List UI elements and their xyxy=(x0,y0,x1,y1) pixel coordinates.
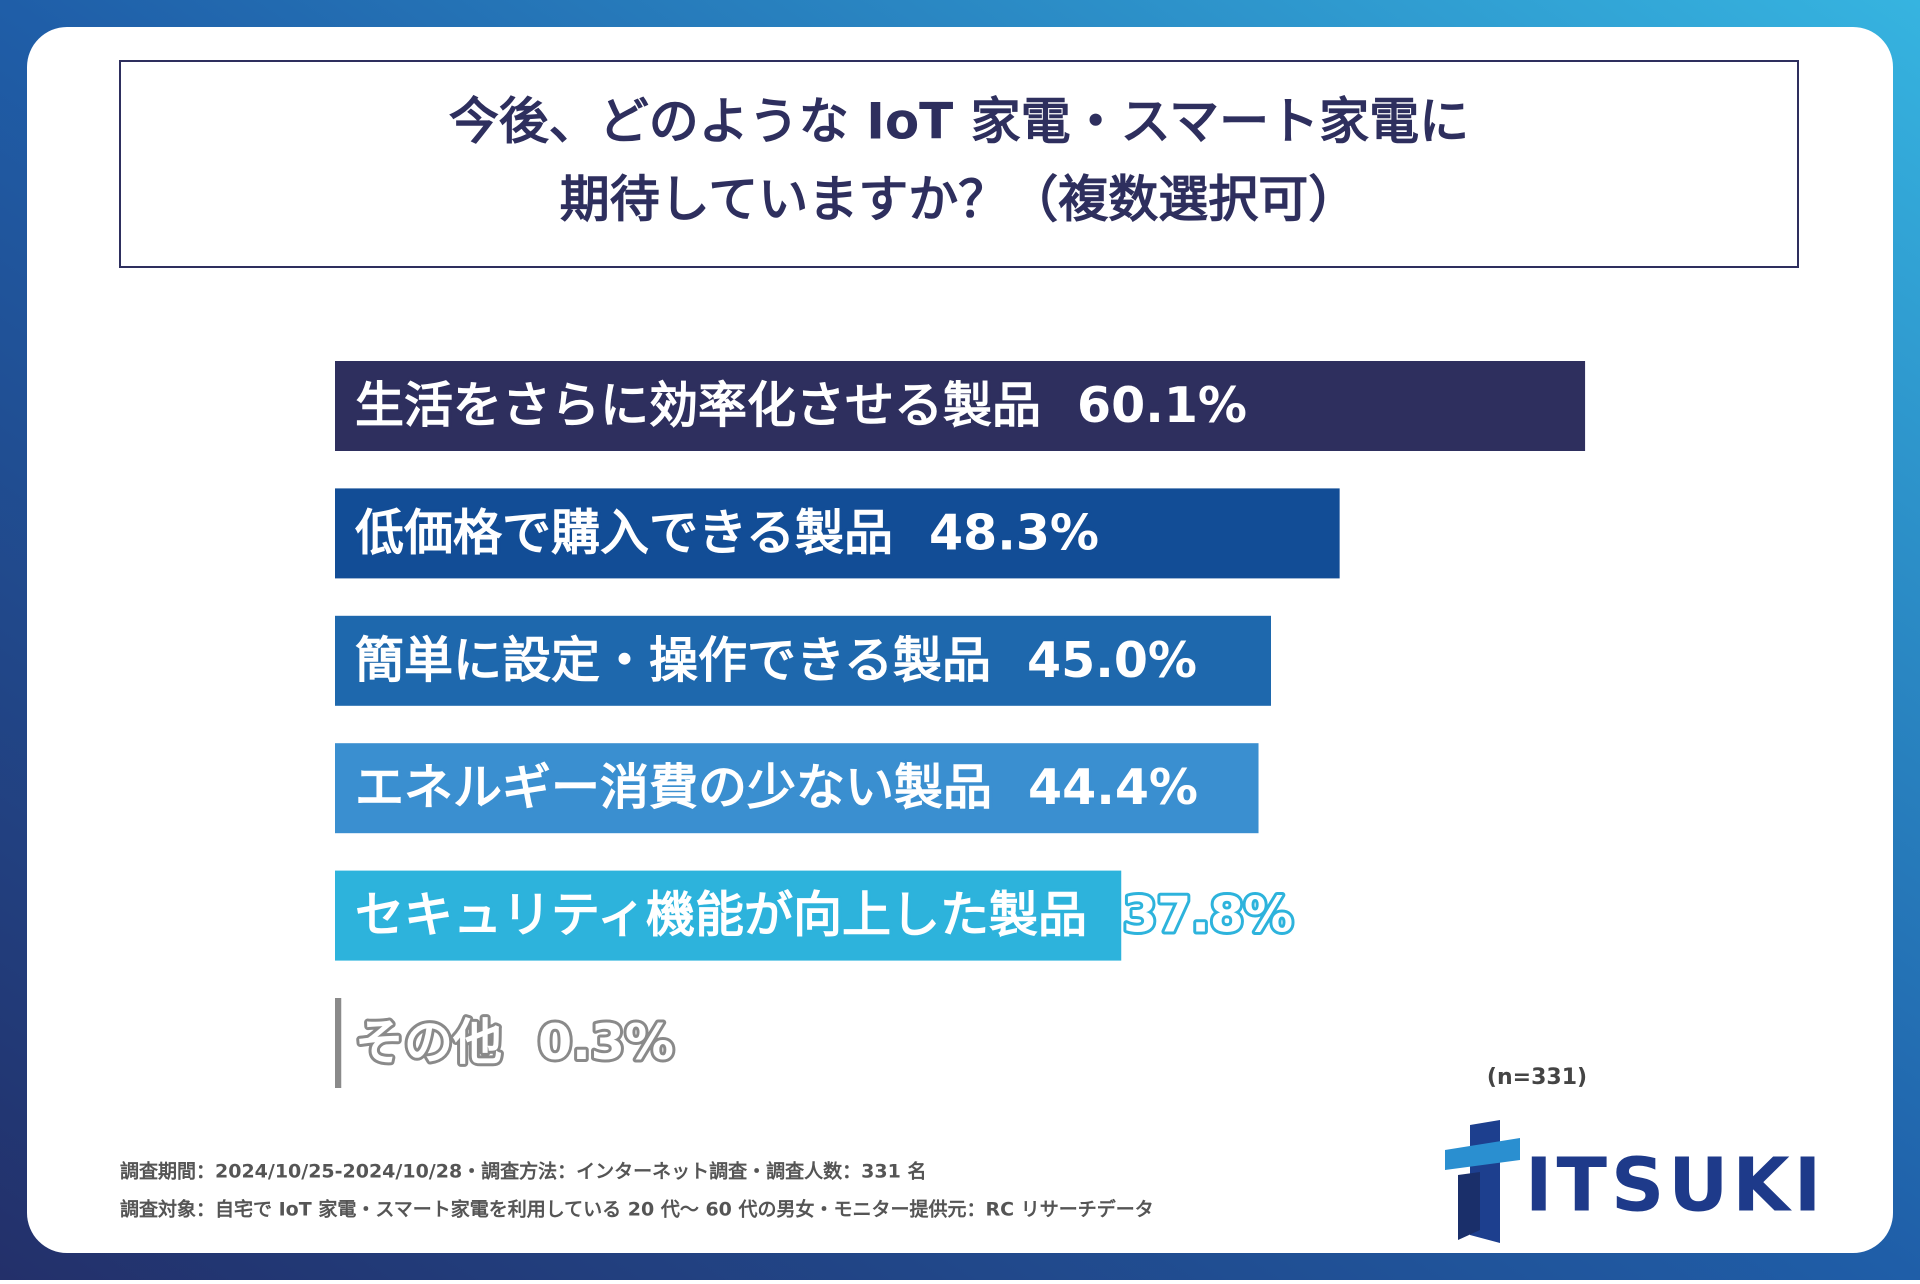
bar xyxy=(335,743,1259,834)
bar xyxy=(335,361,1586,451)
sample-note: (n=331) xyxy=(1487,1065,1587,1090)
bar xyxy=(335,615,1271,706)
bar-label: 生活をさらに効率化させる製品 60.1% xyxy=(355,377,1247,434)
footnote: 調査期間：2024/10/25-2024/10/28・調査方法：インターネット調… xyxy=(120,1160,926,1183)
value-label: 60.1% xyxy=(1077,377,1247,434)
chart-title: 期待していますか？（複数選択可） xyxy=(560,171,1359,229)
logo-text: ITSUKI xyxy=(1525,1143,1825,1229)
value-label: 45.0% xyxy=(1027,631,1197,688)
bar-label: セキュリティ機能が向上した製品 37.8% xyxy=(355,886,1293,943)
bar-label: 低価格で購入できる製品 48.3% xyxy=(355,504,1099,561)
category-label: 低価格で購入できる製品 xyxy=(355,504,893,561)
logo-icon xyxy=(1445,1120,1520,1243)
category-label: 生活をさらに効率化させる製品 xyxy=(355,377,1041,434)
bar xyxy=(335,998,342,1088)
value-label: 0.3% xyxy=(538,1014,674,1071)
category-label: 簡単に設定・操作できる製品 xyxy=(355,631,991,688)
value-label: 37.8% xyxy=(1123,886,1293,943)
category-label: エネルギー消費の少ない製品 xyxy=(355,759,992,816)
value-label: 44.4% xyxy=(1028,759,1198,816)
bar xyxy=(335,870,1122,961)
bar xyxy=(335,488,1340,579)
bar-label: 簡単に設定・操作できる製品 45.0% xyxy=(355,631,1197,688)
category-label: セキュリティ機能が向上した製品 xyxy=(355,886,1087,943)
title-box xyxy=(119,60,1799,268)
chart-title: 今後、どのような IoT 家電・スマート家電に xyxy=(449,93,1469,151)
footnote: 調査対象：自宅で IoT 家電・スマート家電を利用している 20 代〜 60 代… xyxy=(120,1198,1154,1221)
bar-label: その他 0.3% xyxy=(355,1014,674,1071)
value-label: 48.3% xyxy=(929,504,1099,561)
category-label: その他 xyxy=(355,1014,502,1071)
bar-label: エネルギー消費の少ない製品 44.4% xyxy=(355,759,1198,816)
